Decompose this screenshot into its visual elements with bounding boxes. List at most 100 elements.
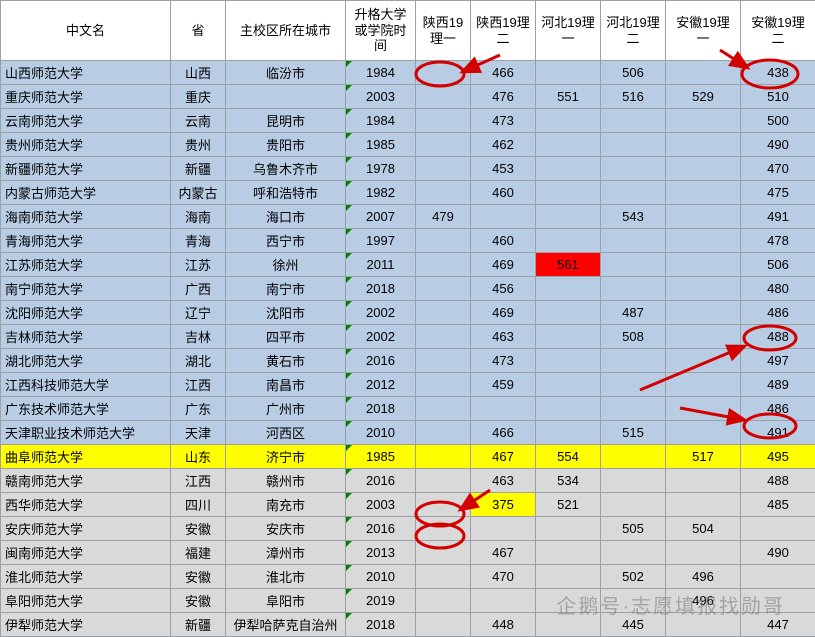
cell-ah1 bbox=[666, 613, 741, 637]
cell-prov: 四川 bbox=[171, 493, 226, 517]
cell-prov: 江西 bbox=[171, 469, 226, 493]
table-row: 内蒙古师范大学内蒙古呼和浩特市1982460475 bbox=[1, 181, 815, 205]
cell-city: 南宁市 bbox=[226, 277, 346, 301]
cell-ah1: 517 bbox=[666, 445, 741, 469]
col-hb1: 河北19理一 bbox=[536, 1, 601, 61]
cell-hb1 bbox=[536, 61, 601, 85]
cell-prov: 江西 bbox=[171, 373, 226, 397]
cell-hb2 bbox=[601, 397, 666, 421]
cell-sx1 bbox=[416, 181, 471, 205]
cell-year: 2019 bbox=[346, 589, 416, 613]
cell-city: 赣州市 bbox=[226, 469, 346, 493]
cell-prov: 福建 bbox=[171, 541, 226, 565]
cell-hb1 bbox=[536, 325, 601, 349]
cell-year: 1985 bbox=[346, 445, 416, 469]
table-row: 安庆师范大学安徽安庆市2016505504 bbox=[1, 517, 815, 541]
cell-prov: 重庆 bbox=[171, 85, 226, 109]
cell-sx2: 463 bbox=[471, 325, 536, 349]
cell-hb2: 506 bbox=[601, 61, 666, 85]
cell-sx1 bbox=[416, 349, 471, 373]
cell-ah1: 496 bbox=[666, 589, 741, 613]
cell-sx1 bbox=[416, 373, 471, 397]
cell-sx1 bbox=[416, 85, 471, 109]
cell-sx1 bbox=[416, 157, 471, 181]
cell-ah2 bbox=[741, 589, 815, 613]
cell-ah2 bbox=[741, 517, 815, 541]
cell-hb2: 543 bbox=[601, 205, 666, 229]
cell-sx1 bbox=[416, 253, 471, 277]
table-row: 天津职业技术师范大学天津河西区2010466515491 bbox=[1, 421, 815, 445]
cell-year: 2010 bbox=[346, 421, 416, 445]
cell-name: 内蒙古师范大学 bbox=[1, 181, 171, 205]
cell-name: 青海师范大学 bbox=[1, 229, 171, 253]
cell-ah2 bbox=[741, 565, 815, 589]
cell-name: 南宁师范大学 bbox=[1, 277, 171, 301]
cell-hb2 bbox=[601, 349, 666, 373]
cell-name: 湖北师范大学 bbox=[1, 349, 171, 373]
cell-city: 四平市 bbox=[226, 325, 346, 349]
cell-sx2: 467 bbox=[471, 445, 536, 469]
cell-sx2 bbox=[471, 589, 536, 613]
cell-ah1 bbox=[666, 421, 741, 445]
table-row: 赣南师范大学江西赣州市2016463534488 bbox=[1, 469, 815, 493]
cell-city: 徐州 bbox=[226, 253, 346, 277]
cell-name: 新疆师范大学 bbox=[1, 157, 171, 181]
cell-sx2: 466 bbox=[471, 61, 536, 85]
cell-hb1: 534 bbox=[536, 469, 601, 493]
cell-hb1 bbox=[536, 205, 601, 229]
cell-city: 淮北市 bbox=[226, 565, 346, 589]
cell-city: 乌鲁木齐市 bbox=[226, 157, 346, 181]
cell-hb2 bbox=[601, 253, 666, 277]
cell-city: 漳州市 bbox=[226, 541, 346, 565]
cell-city: 昆明市 bbox=[226, 109, 346, 133]
cell-name: 闽南师范大学 bbox=[1, 541, 171, 565]
table-row: 淮北师范大学安徽淮北市2010470502496 bbox=[1, 565, 815, 589]
cell-prov: 安徽 bbox=[171, 565, 226, 589]
cell-ah1 bbox=[666, 397, 741, 421]
cell-city: 沈阳市 bbox=[226, 301, 346, 325]
cell-sx2 bbox=[471, 397, 536, 421]
cell-prov: 天津 bbox=[171, 421, 226, 445]
cell-sx2: 462 bbox=[471, 133, 536, 157]
cell-name: 安庆师范大学 bbox=[1, 517, 171, 541]
cell-hb2 bbox=[601, 157, 666, 181]
table-row: 湖北师范大学湖北黄石市2016473497 bbox=[1, 349, 815, 373]
cell-sx1 bbox=[416, 613, 471, 637]
cell-ah2: 485 bbox=[741, 493, 815, 517]
cell-prov: 青海 bbox=[171, 229, 226, 253]
cell-hb1 bbox=[536, 181, 601, 205]
cell-ah2: 491 bbox=[741, 421, 815, 445]
cell-hb2: 516 bbox=[601, 85, 666, 109]
col-ah2: 安徽19理二 bbox=[741, 1, 815, 61]
cell-ah2: 489 bbox=[741, 373, 815, 397]
table-row: 江苏师范大学江苏徐州2011469561506 bbox=[1, 253, 815, 277]
cell-hb1 bbox=[536, 157, 601, 181]
col-sx2: 陕西19理二 bbox=[471, 1, 536, 61]
cell-ah2: 438 bbox=[741, 61, 815, 85]
cell-city: 黄石市 bbox=[226, 349, 346, 373]
cell-name: 重庆师范大学 bbox=[1, 85, 171, 109]
cell-prov: 广西 bbox=[171, 277, 226, 301]
cell-hb2 bbox=[601, 109, 666, 133]
cell-hb1 bbox=[536, 517, 601, 541]
cell-ah2: 447 bbox=[741, 613, 815, 637]
cell-hb1 bbox=[536, 541, 601, 565]
cell-ah1 bbox=[666, 205, 741, 229]
cell-ah2: 495 bbox=[741, 445, 815, 469]
cell-ah1 bbox=[666, 325, 741, 349]
cell-prov: 贵州 bbox=[171, 133, 226, 157]
cell-prov: 海南 bbox=[171, 205, 226, 229]
table-row: 曲阜师范大学山东济宁市1985467554517495 bbox=[1, 445, 815, 469]
cell-hb1: 521 bbox=[536, 493, 601, 517]
cell-hb2 bbox=[601, 445, 666, 469]
cell-ah1 bbox=[666, 253, 741, 277]
cell-hb2 bbox=[601, 589, 666, 613]
cell-city: 伊犁哈萨克自治州 bbox=[226, 613, 346, 637]
table-row: 西华师范大学四川南充市2003375521485 bbox=[1, 493, 815, 517]
cell-year: 2011 bbox=[346, 253, 416, 277]
cell-hb2 bbox=[601, 373, 666, 397]
cell-name: 云南师范大学 bbox=[1, 109, 171, 133]
cell-year: 2003 bbox=[346, 493, 416, 517]
cell-ah2: 490 bbox=[741, 133, 815, 157]
cell-sx2: 470 bbox=[471, 565, 536, 589]
